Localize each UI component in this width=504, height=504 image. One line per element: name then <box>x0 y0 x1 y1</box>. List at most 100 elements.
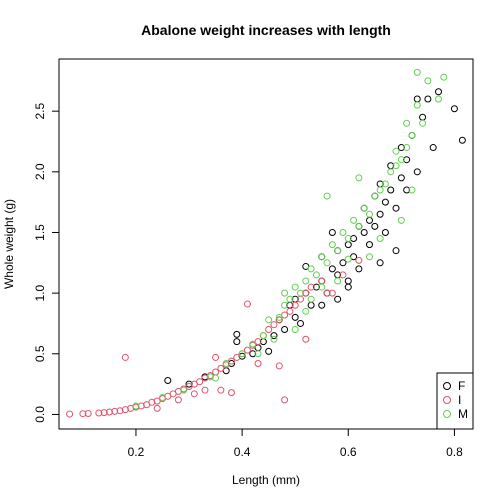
point-M-41 <box>392 147 400 155</box>
point-I-59 <box>174 396 182 404</box>
y-tick-label: 1.5 <box>33 224 47 241</box>
point-M-54 <box>254 350 262 358</box>
point-F-40 <box>366 241 373 249</box>
point-M-6 <box>249 340 257 348</box>
y-tick-label: 0.0 <box>33 406 47 423</box>
point-M-25 <box>360 204 368 212</box>
point-M-13 <box>297 289 304 297</box>
point-M-30 <box>387 168 395 176</box>
point-M-26 <box>366 210 373 218</box>
point-F-58 <box>424 95 432 103</box>
x-tick-label: 0.2 <box>128 445 145 459</box>
point-I-40 <box>291 301 299 309</box>
point-M-34 <box>408 131 416 139</box>
point-F-62 <box>458 136 466 144</box>
point-F-14 <box>281 326 289 334</box>
point-M-39 <box>435 95 442 103</box>
point-M-52 <box>403 119 411 127</box>
point-F-46 <box>381 228 389 236</box>
point-M-24 <box>355 222 363 230</box>
point-I-31 <box>243 346 251 354</box>
point-F-31 <box>344 241 352 249</box>
point-F-39 <box>366 216 373 224</box>
y-axis: 0.0 0.5 1.0 1.5 2.0 2.5 <box>33 102 60 423</box>
point-M-58 <box>307 295 315 303</box>
point-M-19 <box>328 241 336 249</box>
point-I-55 <box>302 335 310 343</box>
point-M-14 <box>302 277 310 285</box>
point-M-0 <box>132 402 140 410</box>
point-F-5 <box>233 338 241 346</box>
point-F-52 <box>403 186 411 194</box>
point-F-42 <box>371 222 379 230</box>
point-M-12 <box>291 283 299 291</box>
point-F-18 <box>297 319 304 327</box>
point-M-57 <box>334 277 342 285</box>
point-F-27 <box>328 228 336 236</box>
point-I-5 <box>105 408 113 416</box>
point-F-47 <box>387 186 395 194</box>
point-M-10 <box>281 301 289 309</box>
point-I-42 <box>302 289 310 297</box>
point-F-63 <box>318 301 326 309</box>
point-F-67 <box>392 247 400 255</box>
point-I-2 <box>84 409 92 417</box>
point-M-1 <box>159 393 166 401</box>
legend-marker-M <box>443 410 451 418</box>
point-I-29 <box>233 353 241 361</box>
point-M-35 <box>413 101 421 109</box>
point-M-31 <box>392 162 400 170</box>
point-I-50 <box>281 396 289 404</box>
point-M-16 <box>312 271 320 279</box>
legend-box <box>436 372 474 430</box>
point-M-42 <box>408 186 416 194</box>
point-M-9 <box>275 313 283 321</box>
series-F <box>164 88 466 388</box>
x-tick-label: 0.8 <box>446 445 463 459</box>
point-M-27 <box>371 192 379 200</box>
plot-frame <box>58 58 474 430</box>
point-F-43 <box>376 210 384 218</box>
point-M-48 <box>355 174 363 182</box>
point-M-17 <box>318 253 326 261</box>
legend-label-I: I <box>458 393 461 407</box>
point-F-0 <box>164 376 172 384</box>
point-F-56 <box>413 95 421 103</box>
point-F-53 <box>403 156 411 164</box>
point-F-37 <box>360 228 368 236</box>
point-M-5 <box>238 350 246 358</box>
point-M-7 <box>259 332 267 340</box>
point-I-22 <box>196 378 204 386</box>
point-I-8 <box>121 406 129 414</box>
point-I-43 <box>307 283 315 291</box>
point-I-36 <box>270 321 278 329</box>
point-M-44 <box>318 283 326 291</box>
point-I-39 <box>286 307 294 315</box>
x-tick-label: 0.6 <box>340 445 357 459</box>
point-I-52 <box>190 390 198 398</box>
point-M-29 <box>381 180 389 188</box>
point-M-36 <box>413 68 421 76</box>
point-I-47 <box>217 386 225 394</box>
point-F-45 <box>381 198 389 206</box>
point-F-60 <box>435 88 442 96</box>
point-M-40 <box>419 119 427 127</box>
point-F-12 <box>270 332 278 340</box>
point-M-4 <box>222 359 230 367</box>
point-M-11 <box>286 295 294 303</box>
point-I-58 <box>355 256 363 264</box>
point-M-28 <box>376 186 384 194</box>
point-M-37 <box>424 77 432 85</box>
point-F-26 <box>328 265 336 273</box>
legend-label-M: M <box>458 407 468 421</box>
legend-marker-I <box>443 396 451 404</box>
series-M <box>132 68 448 410</box>
point-F-17 <box>291 313 299 321</box>
point-M-32 <box>397 156 405 164</box>
point-I-3 <box>95 409 103 417</box>
point-I-25 <box>212 368 220 376</box>
point-M-43 <box>344 255 352 263</box>
y-tick-label: 2.0 <box>33 163 47 180</box>
point-I-37 <box>275 316 283 324</box>
point-M-20 <box>334 247 342 255</box>
